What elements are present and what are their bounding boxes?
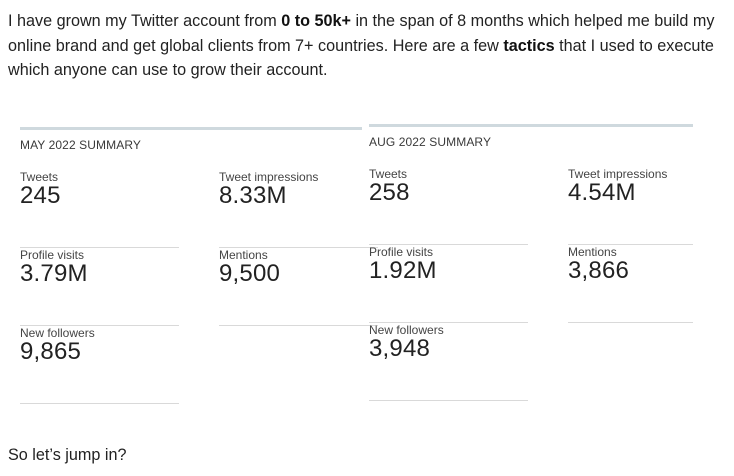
aug-profile-visits-label: Profile visits	[369, 245, 434, 259]
aug-tweets-label: Tweets	[369, 167, 408, 181]
may-mentions-stat: Mentions 9,500	[219, 248, 378, 326]
may-new-followers-label: New followers	[20, 326, 95, 340]
may-mentions-value: 9,500	[219, 260, 281, 287]
aug-summary-card: AUG 2022 SUMMARY Tweets 258 Tweet impres…	[369, 124, 693, 401]
intro-paragraph: I have grown my Twitter account from 0 t…	[8, 9, 730, 83]
may-summary-divider	[20, 127, 362, 130]
may-mentions-label: Mentions	[219, 248, 268, 262]
aug-impressions-label: Tweet impressions	[568, 167, 668, 181]
may-tweets-label: Tweets	[20, 170, 59, 184]
intro-bold-growth: 0 to 50k+	[281, 12, 351, 30]
intro-text-3: that I used to execute which anyone can …	[8, 36, 714, 80]
may-impressions-label: Tweet impressions	[219, 170, 319, 184]
aug-mentions-label: Mentions	[568, 245, 617, 259]
may-summary-heading: MAY 2022 SUMMARY	[20, 138, 141, 152]
may-summary-card: MAY 2022 SUMMARY Tweets 245 Tweet impres…	[20, 127, 378, 404]
may-impressions-stat: Tweet impressions 8.33M	[219, 170, 378, 248]
may-impressions-value: 8.33M	[219, 182, 287, 209]
may-profile-visits-value: 3.79M	[20, 260, 88, 287]
aug-summary-heading: AUG 2022 SUMMARY	[369, 135, 492, 149]
outro-text: So let’s jump in?	[8, 446, 127, 464]
aug-summary-divider	[369, 124, 693, 127]
may-new-followers-value: 9,865	[20, 338, 82, 365]
aug-impressions-value: 4.54M	[568, 179, 636, 206]
may-new-followers-stat: New followers 9,865	[20, 326, 179, 404]
aug-mentions-value: 3,866	[568, 257, 630, 284]
may-profile-visits-stat: Profile visits 3.79M	[20, 248, 179, 326]
aug-new-followers-stat: New followers 3,948	[369, 323, 528, 401]
may-profile-visits-label: Profile visits	[20, 248, 85, 262]
aug-impressions-stat: Tweet impressions 4.54M	[568, 167, 693, 245]
intro-bold-tactics: tactics	[503, 36, 555, 55]
aug-tweets-value: 258	[369, 179, 410, 206]
aug-profile-visits-stat: Profile visits 1.92M	[369, 245, 528, 323]
aug-mentions-stat: Mentions 3,866	[568, 245, 693, 323]
aug-new-followers-value: 3,948	[369, 335, 431, 362]
may-tweets-value: 245	[20, 182, 61, 209]
aug-tweets-stat: Tweets 258	[369, 167, 528, 245]
aug-new-followers-label: New followers	[369, 323, 444, 337]
intro-text-1: I have grown my Twitter account from	[8, 12, 282, 30]
aug-profile-visits-value: 1.92M	[369, 257, 437, 284]
intro-text-2: in the span of 8 months which helped me …	[8, 12, 715, 55]
may-tweets-stat: Tweets 245	[20, 170, 179, 248]
